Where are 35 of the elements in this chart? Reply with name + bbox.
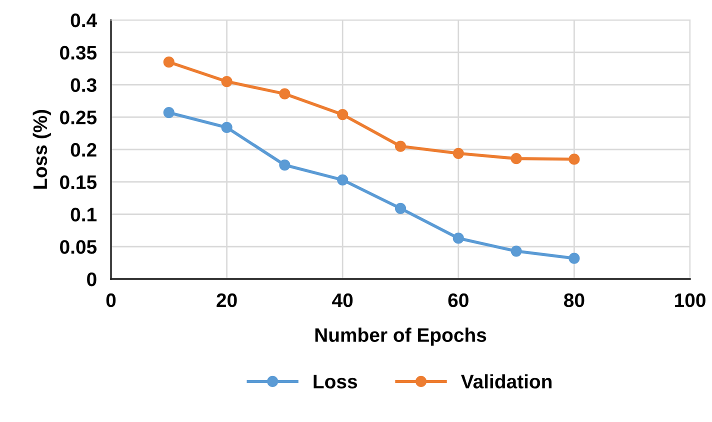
y-tick-label: 0.35 [60, 46, 97, 60]
point [452, 148, 464, 159]
y-tick-label: 0 [87, 272, 96, 286]
x-tick-label: 80 [564, 293, 584, 308]
point [221, 76, 232, 88]
y-tick-label: 0.2 [70, 142, 96, 157]
point [337, 174, 348, 186]
point [279, 88, 290, 100]
x-tick-label: 0 [106, 293, 116, 308]
point [163, 107, 174, 118]
legend-label: Validation [461, 374, 552, 388]
point [337, 108, 348, 120]
x-tick-label: 100 [675, 293, 706, 308]
x-tick-label: 20 [216, 293, 237, 308]
point [394, 202, 406, 214]
point [568, 252, 580, 264]
y-tick-label: 0.25 [60, 110, 97, 124]
point [163, 56, 174, 68]
point [279, 159, 290, 171]
point [221, 122, 232, 134]
point [452, 232, 464, 244]
y-tick-label: 0.1 [70, 208, 97, 222]
point [568, 154, 580, 165]
x-axis-title: Number of Epochs [315, 328, 486, 346]
y-tick-label: 0.3 [70, 78, 96, 92]
x-tick-label: 60 [448, 293, 468, 308]
y-tick-label: 0.05 [60, 240, 97, 254]
point [510, 246, 522, 257]
legend-label: Loss [314, 374, 358, 388]
y-axis-title: Loss (%) [32, 110, 51, 189]
x-tick-label: 40 [332, 293, 353, 308]
y-tick-label: 0.4 [70, 13, 98, 28]
point [394, 140, 406, 152]
point [510, 153, 522, 164]
y-tick-label: 0.15 [60, 175, 97, 190]
